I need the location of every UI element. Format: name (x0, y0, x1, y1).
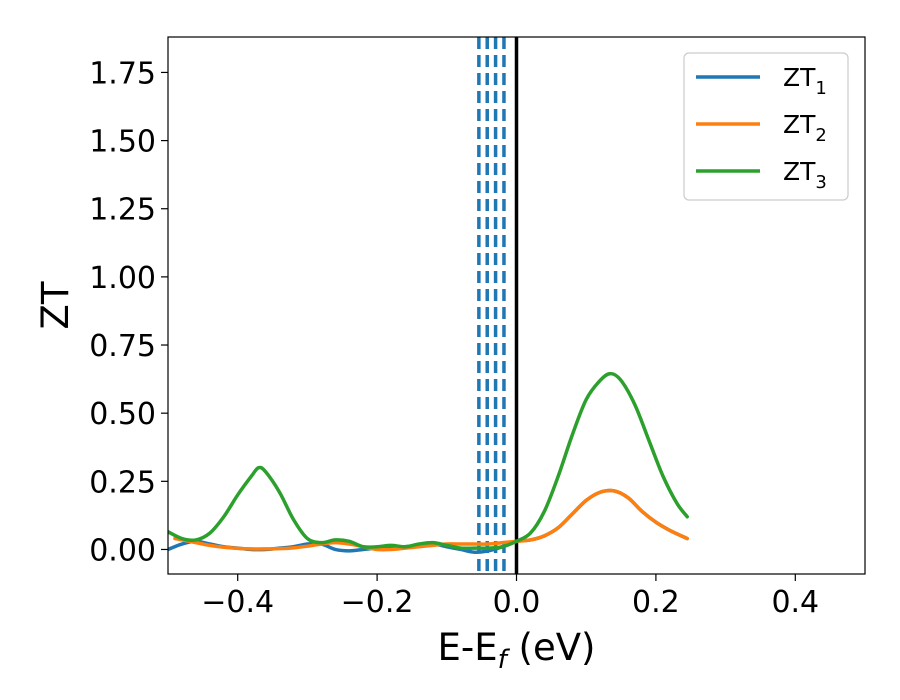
x-tick-label: 0.4 (771, 585, 819, 620)
x-tick-label: 0.2 (632, 585, 680, 620)
plot-area (168, 37, 690, 574)
x-axis-label: E-Ef (eV) (438, 626, 596, 675)
y-tick-label: 1.50 (89, 125, 156, 160)
axes: −0.4 −0.2 0.0 0.2 0.4 0.00 0.25 0.50 0.75 1.00 1.2… (34, 36, 866, 675)
x-tick-label: −0.4 (201, 585, 274, 620)
y-tick-label: 1.25 (89, 193, 156, 228)
y-axis-label: ZT (34, 281, 77, 329)
x-tick-label: 0.0 (493, 585, 541, 620)
legend-label-zt2: ZT2 (783, 110, 827, 146)
legend-label-zt1: ZT1 (783, 63, 827, 99)
y-tick-label: 1.75 (89, 56, 156, 91)
legend-box (683, 52, 849, 201)
y-tick-label: 0.50 (89, 397, 156, 432)
y-tick-label: 1.00 (89, 261, 156, 296)
y-tick-label: 0.00 (89, 533, 156, 568)
series-line-zt2 (173, 488, 690, 552)
series-line-zt3 (168, 371, 690, 551)
legend-label-zt3: ZT3 (783, 157, 827, 193)
plot-content (168, 37, 690, 574)
y-tick-label: 0.75 (89, 329, 156, 364)
x-tick-label: −0.2 (341, 585, 414, 620)
legend: ZT1 ZT2 ZT3 (683, 52, 849, 201)
y-tick-label: 0.25 (89, 465, 156, 500)
